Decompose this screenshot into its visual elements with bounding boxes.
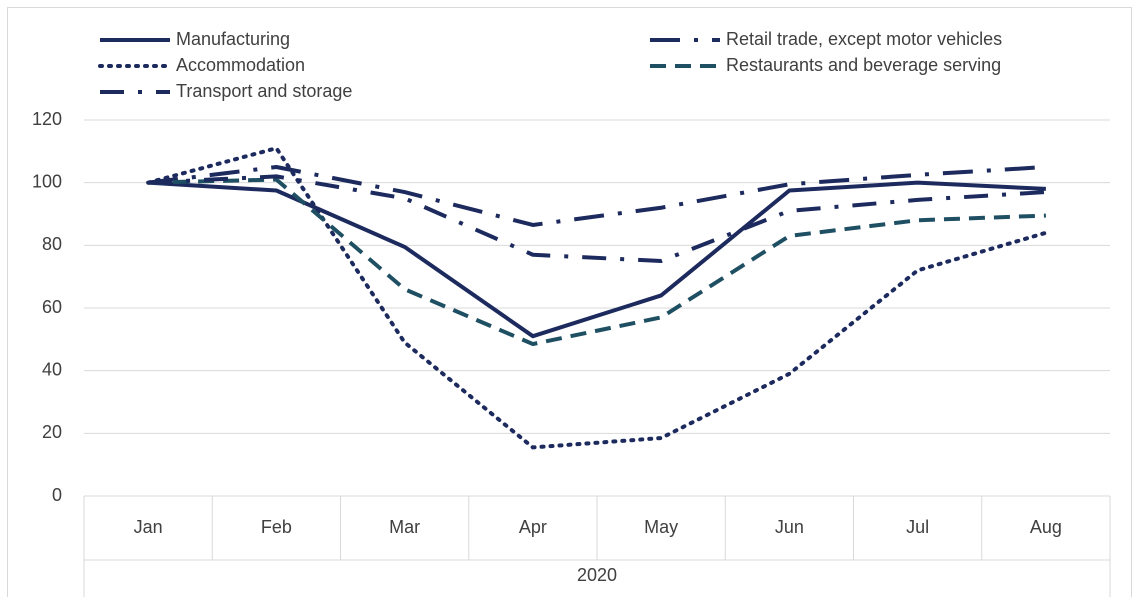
y-tick-label: 80 bbox=[42, 234, 62, 254]
x-tick-label: Jan bbox=[134, 517, 163, 537]
y-tick-label: 100 bbox=[32, 171, 62, 191]
x-tick-label: Jun bbox=[775, 517, 804, 537]
legend-label: Transport and storage bbox=[176, 81, 352, 101]
x-tick-label: Aug bbox=[1030, 517, 1062, 537]
y-tick-label: 120 bbox=[32, 109, 62, 129]
chart-border bbox=[7, 7, 1132, 597]
legend-label: Restaurants and beverage serving bbox=[726, 55, 1001, 75]
series-line bbox=[147, 165, 1047, 227]
y-tick-label: 40 bbox=[42, 359, 62, 379]
series-line bbox=[148, 174, 1047, 263]
legend-label: Accommodation bbox=[176, 55, 305, 75]
legend-label: Manufacturing bbox=[176, 29, 290, 49]
series-line bbox=[148, 177, 1046, 347]
x-tick-label: Jul bbox=[906, 517, 929, 537]
x-group-label: 2020 bbox=[577, 565, 617, 585]
x-tick-label: Mar bbox=[389, 517, 420, 537]
legend-label: Retail trade, except motor vehicles bbox=[726, 29, 1002, 49]
x-tick-label: Apr bbox=[519, 517, 547, 537]
y-tick-label: 20 bbox=[42, 422, 62, 442]
y-tick-label: 60 bbox=[42, 297, 62, 317]
y-tick-label: 0 bbox=[52, 485, 62, 505]
x-tick-label: May bbox=[644, 517, 678, 537]
x-tick-label: Feb bbox=[261, 517, 292, 537]
